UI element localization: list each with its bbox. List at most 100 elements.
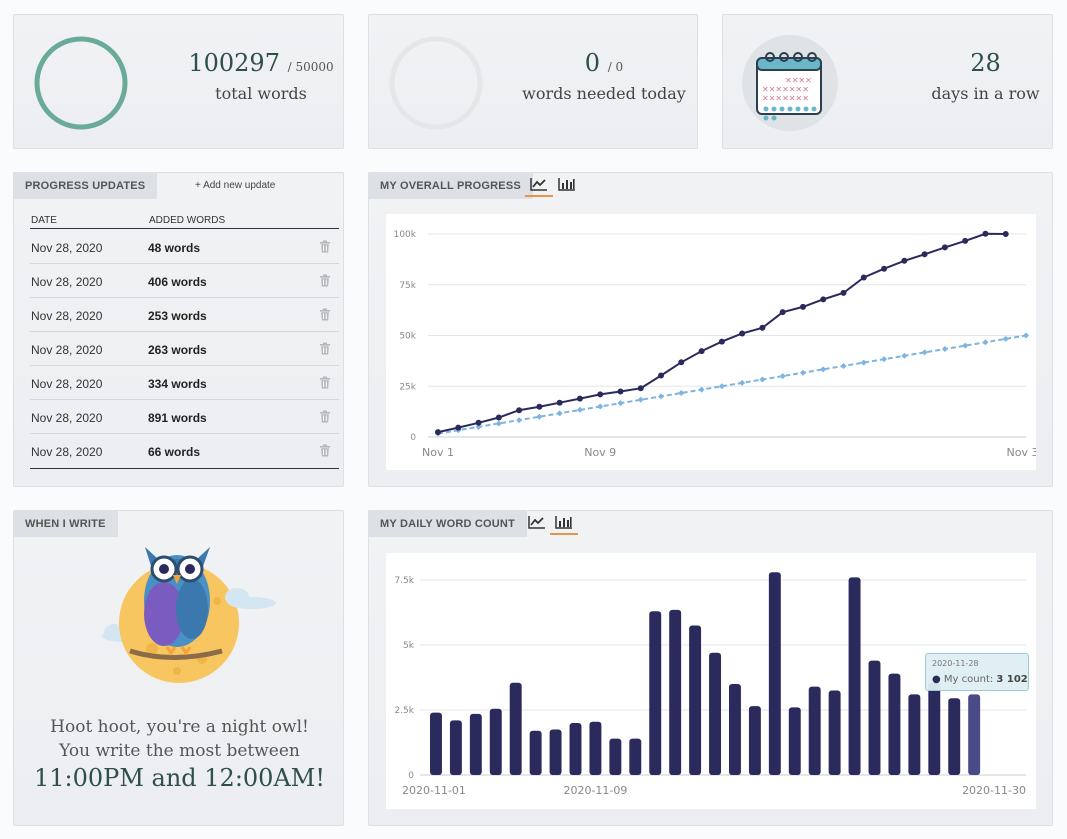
target-point bbox=[799, 369, 806, 376]
bar-chart-toggle[interactable] bbox=[555, 175, 579, 197]
progress-point bbox=[881, 265, 888, 272]
table-bottom-rule bbox=[30, 468, 339, 469]
target-point bbox=[536, 413, 543, 420]
target-point bbox=[617, 400, 624, 407]
target-line bbox=[437, 334, 1027, 435]
progress-point bbox=[718, 338, 725, 345]
bar bbox=[748, 706, 761, 775]
words-today-value: 0 / 0 bbox=[519, 49, 689, 77]
target-point bbox=[698, 386, 705, 393]
total-words-ring bbox=[34, 36, 128, 130]
target-point bbox=[921, 349, 928, 356]
x-tick-label: Nov 9 bbox=[584, 446, 616, 459]
bar bbox=[788, 707, 801, 775]
target-point bbox=[495, 420, 502, 427]
row-date: Nov 28, 2020 bbox=[31, 377, 103, 391]
bar bbox=[449, 720, 462, 775]
progress-point bbox=[820, 296, 827, 303]
night-owl-line2: You write the most between bbox=[59, 741, 300, 761]
total-words-value: 100297 / 50000 bbox=[182, 49, 340, 77]
bar bbox=[689, 625, 702, 775]
total-words-card: 100297 / 50000 total words bbox=[13, 14, 344, 149]
table-row: Nov 28, 2020 66 words bbox=[30, 434, 339, 468]
progress-point bbox=[536, 403, 543, 410]
trash-icon[interactable] bbox=[319, 444, 331, 457]
bar bbox=[868, 660, 881, 775]
bar bbox=[709, 652, 721, 775]
chart-tooltip: 2020-11-28 ● My count: 3 102 bbox=[925, 653, 1029, 691]
target-point bbox=[678, 390, 685, 397]
line-chart-toggle[interactable] bbox=[525, 513, 549, 535]
bar bbox=[928, 682, 941, 775]
target-point bbox=[779, 373, 786, 380]
night-owl-icon bbox=[102, 547, 276, 683]
target-point bbox=[759, 376, 766, 383]
bar bbox=[430, 712, 442, 775]
when-i-write-tab: WHEN I WRITE bbox=[13, 510, 118, 537]
updates-table-header: DATE ADDED WORDS bbox=[30, 213, 339, 229]
bar bbox=[629, 738, 642, 775]
target-point bbox=[658, 393, 665, 400]
bar bbox=[828, 690, 841, 775]
row-date: Nov 28, 2020 bbox=[31, 309, 103, 323]
bar-chart-icon bbox=[555, 516, 572, 529]
trash-icon[interactable] bbox=[319, 410, 331, 423]
target-point bbox=[941, 346, 948, 353]
table-row: Nov 28, 2020 263 words bbox=[30, 332, 339, 366]
target-point bbox=[576, 406, 583, 413]
trash-icon[interactable] bbox=[319, 274, 331, 287]
table-row: Nov 28, 2020 48 words bbox=[30, 230, 339, 264]
streak-card: ✕✕✕✕ ✕✕✕✕✕✕✕ ✕✕✕✕✕✕✕ 28 days in a row bbox=[722, 14, 1053, 149]
bar-chart-toggle[interactable] bbox=[550, 513, 578, 535]
y-tick-label: 7.5k bbox=[394, 576, 414, 586]
progress-point bbox=[799, 303, 806, 310]
target-point bbox=[718, 383, 725, 390]
line-chart-toggle[interactable] bbox=[525, 175, 553, 197]
bar bbox=[908, 694, 921, 775]
total-words-target: / 50000 bbox=[287, 60, 334, 74]
y-tick-label: 5k bbox=[403, 641, 415, 651]
row-date: Nov 28, 2020 bbox=[31, 343, 103, 357]
streak-label: days in a row bbox=[931, 84, 1040, 103]
trash-icon[interactable] bbox=[319, 376, 331, 389]
bar bbox=[589, 721, 602, 775]
x-tick-label: Nov 30 bbox=[1007, 446, 1036, 459]
y-tick-label: 25k bbox=[399, 382, 416, 392]
daily-word-count-card: MY DAILY WORD COUNT 0 2.5k 5k 7.5k 2020-11-0… bbox=[368, 510, 1053, 826]
trash-icon[interactable] bbox=[319, 342, 331, 355]
overall-progress-chart: 0 25k 50k 75k 100k Nov 1 Nov 9 Nov 30 bbox=[394, 230, 1046, 459]
progress-point bbox=[658, 372, 665, 379]
row-words: 891 words bbox=[148, 411, 207, 425]
trash-icon[interactable] bbox=[319, 240, 331, 253]
add-update-link[interactable]: + Add new update bbox=[195, 180, 276, 191]
total-words-number: 100297 bbox=[188, 49, 280, 77]
progress-point bbox=[435, 429, 441, 436]
target-point bbox=[982, 339, 989, 346]
bar bbox=[808, 686, 821, 775]
progress-point bbox=[759, 324, 766, 331]
overall-progress-card: MY OVERALL PROGRESS 0 25k 50k 75k 100k Nov 1 N… bbox=[368, 172, 1053, 487]
line-chart-icon bbox=[528, 516, 545, 529]
row-words: 48 words bbox=[148, 241, 201, 255]
bar bbox=[609, 738, 622, 775]
trash-icon[interactable] bbox=[319, 308, 331, 321]
target-point bbox=[1002, 335, 1009, 342]
row-date: Nov 28, 2020 bbox=[31, 241, 103, 255]
writing-time-range: 11:00PM and 12:00AM! bbox=[34, 764, 325, 792]
progress-point bbox=[576, 395, 583, 402]
progress-point bbox=[779, 309, 786, 316]
when-i-write-card: WHEN I WRITE Hoot hoot, you're a night o… bbox=[13, 510, 344, 826]
row-words: 66 words bbox=[148, 445, 201, 459]
bar bbox=[569, 723, 582, 775]
target-point bbox=[516, 417, 523, 424]
svg-text:✕✕✕✕: ✕✕✕✕ bbox=[785, 76, 812, 85]
target-point bbox=[901, 352, 908, 359]
progress-point bbox=[860, 274, 867, 281]
target-point bbox=[860, 359, 867, 366]
words-today-ring bbox=[389, 36, 483, 130]
progress-point bbox=[475, 419, 482, 426]
svg-text:✕✕✕✕✕✕✕: ✕✕✕✕✕✕✕ bbox=[762, 85, 809, 94]
svg-text:✕✕✕✕✕✕✕: ✕✕✕✕✕✕✕ bbox=[762, 94, 809, 103]
row-date: Nov 28, 2020 bbox=[31, 411, 103, 425]
x-tick-label: 2020-11-09 bbox=[563, 784, 627, 797]
